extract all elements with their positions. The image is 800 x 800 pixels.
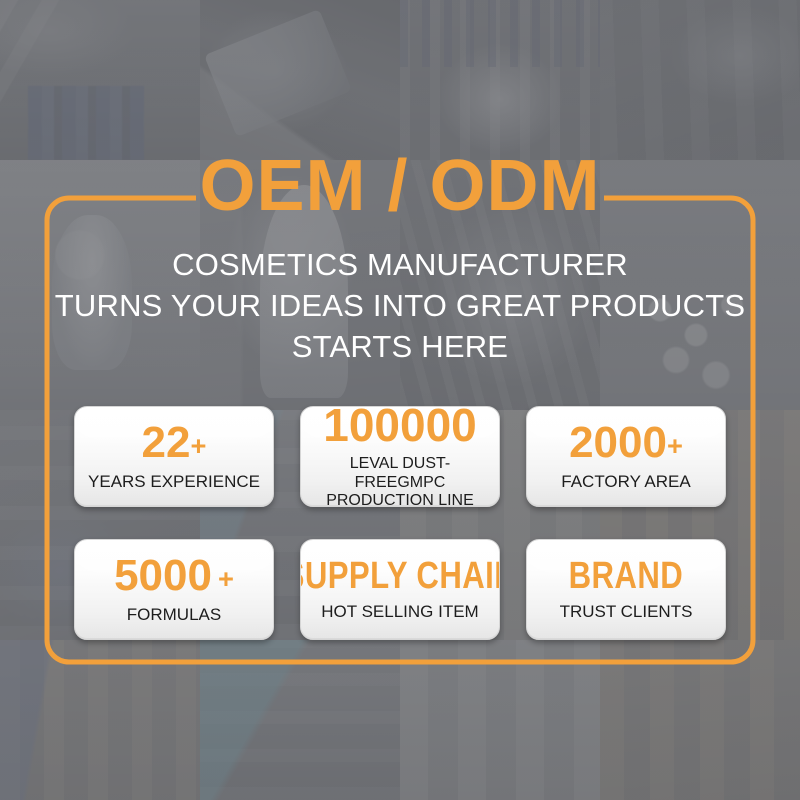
stat-value: 22+ — [141, 417, 207, 467]
stat-suffix: + — [666, 429, 683, 461]
subheadline-line-3: STARTS HERE — [291, 329, 509, 365]
stat-card-formulas[interactable]: 5000 + FORMULAS — [74, 538, 274, 640]
stat-card-brand[interactable]: BRAND TRUST CLIENTS — [526, 538, 726, 640]
stat-value: 100000 — [323, 405, 477, 452]
stat-label: YEARS EXPERIENCE — [88, 471, 260, 491]
stat-number: 22 — [141, 417, 191, 467]
subheadline: COSMETICS MANUFACTURER TURNS YOUR IDEAS … — [55, 244, 745, 368]
stat-card-factory-area[interactable]: 2000+ FACTORY AREA — [526, 405, 726, 507]
stat-label-line-1: LEVAL DUST-FREEGMPC — [349, 455, 451, 491]
stat-number: 2000 — [569, 417, 667, 467]
stat-card-years-experience[interactable]: 22+ YEARS EXPERIENCE — [74, 405, 274, 507]
stat-suffix: + — [190, 429, 207, 461]
page-title: OEM / ODM — [199, 146, 601, 226]
stat-card-production-line[interactable]: 100000 LEVAL DUST-FREEGMPC PRODUCTION LI… — [300, 405, 500, 507]
stat-label: TRUST CLIENTS — [559, 601, 693, 621]
stats-grid: 22+ YEARS EXPERIENCE 100000 LEVAL DUST-F… — [74, 405, 726, 640]
stat-number: 100000 — [323, 405, 477, 452]
stat-value: 2000+ — [569, 417, 683, 467]
stat-number: 5000 — [114, 550, 212, 600]
stat-label: FORMULAS — [126, 604, 222, 624]
stat-label: HOT SELLING ITEM — [321, 601, 479, 621]
stat-label: LEVAL DUST-FREEGMPC PRODUCTION LINE — [309, 455, 491, 507]
stat-value: 5000 + — [114, 550, 234, 600]
subheadline-line-1: COSMETICS MANUFACTURER — [172, 247, 628, 282]
stat-suffix: + — [217, 562, 234, 594]
stat-label: FACTORY AREA — [561, 471, 691, 491]
stat-value: BRAND — [568, 554, 684, 597]
subheadline-line-2: TURNS YOUR IDEAS INTO GREAT PRODUCTS — [54, 288, 746, 324]
stat-label-line-2: PRODUCTION LINE — [326, 491, 474, 507]
